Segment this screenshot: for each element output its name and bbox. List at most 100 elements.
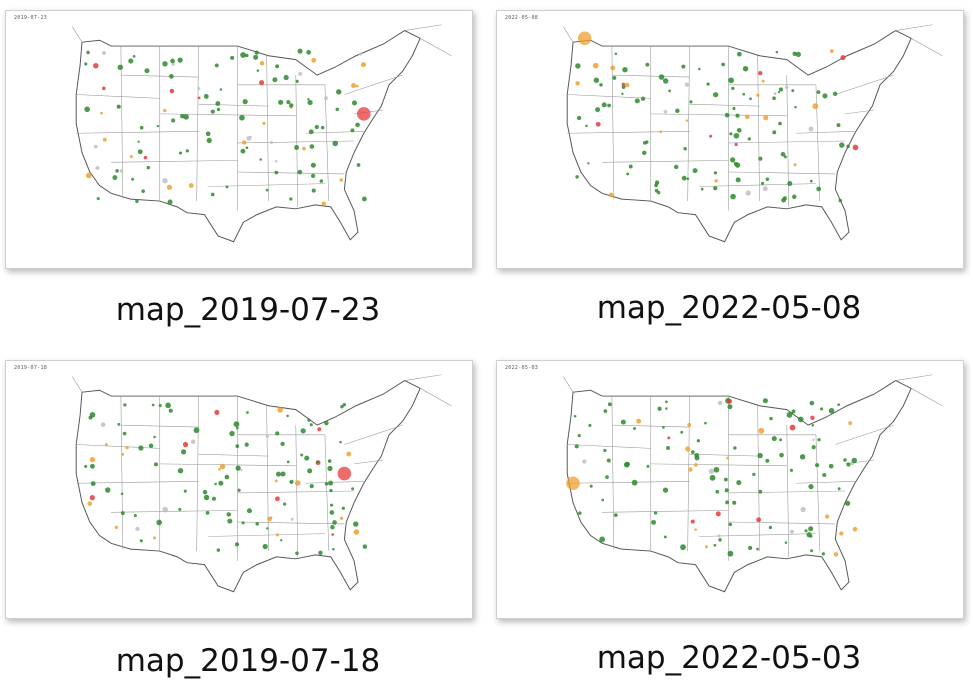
us-map: [563, 24, 943, 243]
station-marker: [775, 50, 779, 54]
station-marker: [781, 197, 786, 203]
station-marker: [599, 536, 606, 543]
station-marker: [603, 448, 607, 453]
station-marker: [332, 520, 337, 525]
station-marker: [735, 113, 740, 118]
station-marker: [783, 155, 787, 159]
station-marker: [133, 514, 137, 518]
station-marker: [685, 119, 689, 122]
state-border: [845, 109, 875, 115]
country-outline: [566, 30, 912, 243]
station-marker: [621, 82, 626, 87]
station-marker: [324, 420, 329, 426]
station-marker: [162, 61, 168, 67]
station-marker: [797, 416, 804, 423]
state-border: [650, 463, 787, 467]
station-marker: [787, 180, 793, 187]
station-marker: [240, 148, 246, 154]
station-marker: [612, 75, 617, 80]
station-marker: [288, 103, 294, 108]
station-marker: [789, 529, 794, 534]
station-marker: [309, 144, 315, 149]
station-marker: [185, 149, 189, 153]
station-marker: [96, 197, 100, 201]
station-marker: [158, 404, 162, 408]
station-marker: [791, 409, 796, 414]
station-marker: [817, 438, 821, 442]
station-marker: [808, 526, 814, 532]
station-marker: [779, 438, 783, 442]
state-border: [237, 490, 355, 494]
station-marker: [310, 162, 316, 168]
station-marker: [733, 132, 740, 139]
station-marker: [646, 464, 650, 468]
state-border: [815, 434, 821, 552]
station-marker: [156, 124, 160, 128]
station-marker: [274, 496, 280, 502]
station-marker: [218, 467, 221, 471]
station-marker: [704, 421, 707, 425]
station-marker: [844, 500, 851, 506]
station-marker: [168, 74, 174, 79]
state-border: [567, 131, 690, 134]
station-marker: [153, 462, 158, 467]
station-marker: [104, 443, 108, 447]
station-marker: [167, 199, 173, 205]
station-marker: [588, 423, 592, 427]
station-marker: [694, 453, 700, 458]
station-marker: [786, 412, 793, 418]
station-marker: [101, 86, 106, 91]
station-marker: [852, 526, 858, 532]
station-marker: [233, 421, 240, 428]
station-marker: [307, 468, 313, 474]
station-marker: [789, 468, 793, 472]
station-marker: [659, 130, 663, 134]
station-marker: [653, 511, 658, 515]
station-marker: [765, 177, 770, 181]
station-marker: [275, 533, 280, 537]
border-line: [72, 374, 452, 407]
station-marker: [318, 550, 323, 556]
station-marker: [339, 516, 344, 520]
station-marker: [100, 422, 106, 427]
station-marker: [297, 169, 303, 175]
map-thumbnail[interactable]: 2019-07-23: [5, 10, 473, 269]
station-marker: [744, 114, 750, 120]
station-marker: [704, 545, 709, 549]
station-marker: [622, 66, 628, 73]
station-marker: [319, 179, 324, 183]
station-marker: [839, 142, 845, 148]
state-border: [728, 521, 836, 525]
station-marker: [205, 511, 210, 515]
station-marker: [283, 74, 289, 81]
station-marker: [156, 519, 162, 526]
station-marker: [202, 489, 208, 495]
station-marker: [811, 423, 815, 427]
station-marker: [727, 404, 733, 410]
station-marker: [280, 539, 283, 542]
station-marker: [631, 479, 638, 486]
station-marker: [89, 463, 95, 469]
station-marker: [307, 99, 313, 106]
station-marker: [102, 137, 107, 142]
station-marker: [280, 441, 285, 447]
station-marker: [822, 93, 828, 99]
state-border: [159, 113, 296, 117]
station-marker: [840, 55, 846, 61]
station-marker: [242, 99, 248, 105]
station-marker: [215, 101, 221, 106]
station-marker: [235, 426, 239, 430]
map-thumbnail[interactable]: 2022-05-03: [496, 360, 964, 619]
station-marker: [355, 84, 359, 88]
map-thumbnail[interactable]: 2022-05-08: [496, 10, 964, 269]
station-marker: [680, 430, 684, 434]
station-marker: [645, 62, 650, 67]
station-marker: [144, 68, 150, 74]
station-marker: [761, 79, 765, 83]
station-marker: [339, 178, 344, 182]
map-thumbnail[interactable]: 2019-07-18: [5, 360, 473, 619]
station-marker: [87, 501, 93, 507]
state-border: [728, 490, 846, 494]
station-marker: [717, 400, 723, 406]
station-marker: [361, 196, 367, 202]
